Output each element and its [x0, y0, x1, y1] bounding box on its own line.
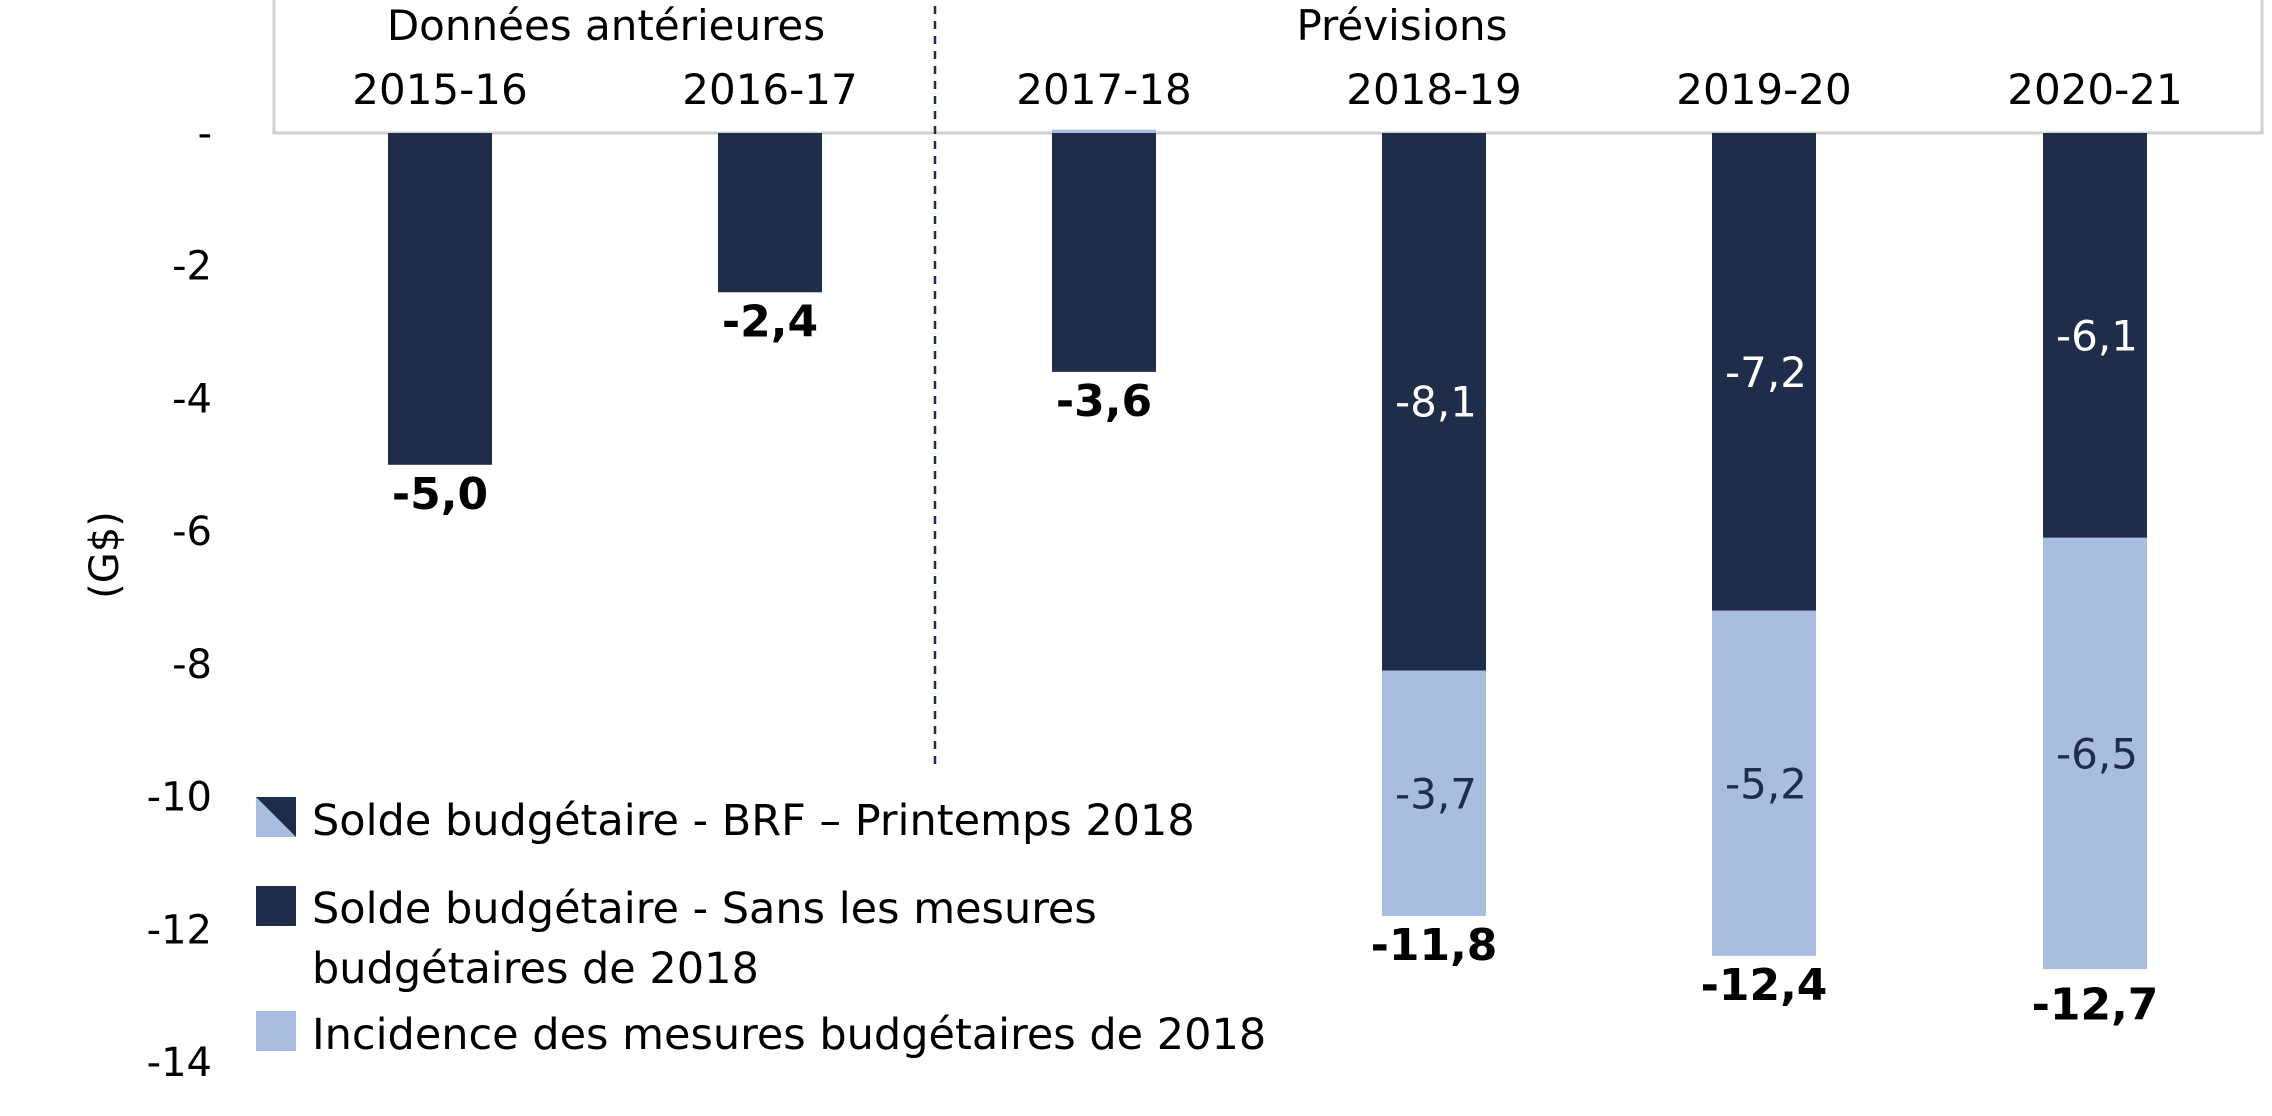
y-tick-label: -6	[172, 509, 212, 555]
total-value-label: -3,6	[1056, 376, 1152, 427]
bar-segment-incidence	[1052, 129, 1156, 133]
category-label: 2019-20	[1676, 65, 1852, 114]
bar-segment-incidence	[1382, 670, 1486, 917]
y-axis-title: (G$)	[82, 511, 128, 599]
y-tick-label: -12	[147, 907, 212, 953]
group-label: Données antérieures	[387, 1, 825, 50]
category-label: 2015-16	[352, 65, 528, 114]
legend-label: budgétaires de 2018	[312, 944, 759, 994]
legend: Solde budgétaire - BRF – Printemps 2018 S…	[256, 796, 1266, 1060]
legend-swatch-dark	[256, 797, 296, 837]
total-value-label: -11,8	[1371, 920, 1498, 971]
bar-segment-sans-mesures	[388, 133, 492, 465]
bar-segment-sans-mesures	[1712, 133, 1816, 611]
y-tick-label: -2	[172, 244, 212, 290]
y-tick-label: -	[198, 111, 212, 157]
segment-value-label: -5,2	[1725, 759, 1807, 808]
y-tick-label: -8	[172, 642, 212, 688]
category-label: 2016-17	[682, 65, 858, 114]
legend-label: Solde budgétaire - BRF – Printemps 2018	[312, 796, 1195, 846]
y-tick-label: -10	[147, 775, 212, 821]
group-label: Prévisions	[1296, 1, 1507, 50]
bar-segment-sans-mesures	[2043, 133, 2147, 538]
total-value-label: -2,4	[722, 296, 818, 347]
bar-segment-sans-mesures	[718, 133, 822, 293]
total-value-label: -12,4	[1701, 960, 1828, 1011]
segment-value-label: -7,2	[1725, 348, 1807, 397]
y-tick-label: -4	[172, 376, 212, 422]
legend-swatch	[256, 1011, 296, 1051]
segment-value-label: -6,5	[2056, 729, 2138, 778]
segment-value-label: -3,7	[1395, 769, 1477, 818]
bar-segment-incidence	[1712, 610, 1816, 956]
total-value-label: -5,0	[392, 469, 488, 520]
category-label: 2020-21	[2007, 65, 2183, 114]
bars: -5,0 -2,4 -3,6 -8,1 -3,7 -11,8 -7,2 -5,2 -12,4 -6…	[388, 129, 2159, 1031]
y-axis-ticks: - -2 -4 -6 -8 -10 -12 -14	[147, 111, 212, 1086]
category-label: 2018-19	[1346, 65, 1522, 114]
bar-segment-sans-mesures	[1382, 133, 1486, 671]
legend-label: Solde budgétaire - Sans les mesures	[312, 884, 1097, 934]
legend-swatch	[256, 886, 296, 926]
total-value-label: -12,7	[2032, 980, 2159, 1031]
category-label: 2017-18	[1016, 65, 1192, 114]
legend-label: Incidence des mesures budgétaires de 201…	[312, 1010, 1266, 1060]
header-frame	[272, 0, 2264, 135]
segment-value-label: -8,1	[1395, 378, 1477, 427]
category-header-box: Données antérieures Prévisions 2015-16 2016…	[272, 0, 2264, 770]
bar-segment-sans-mesures	[1052, 133, 1156, 372]
y-tick-label: -14	[147, 1040, 212, 1086]
bar-segment-incidence	[2043, 537, 2147, 970]
segment-value-label: -6,1	[2056, 311, 2138, 360]
